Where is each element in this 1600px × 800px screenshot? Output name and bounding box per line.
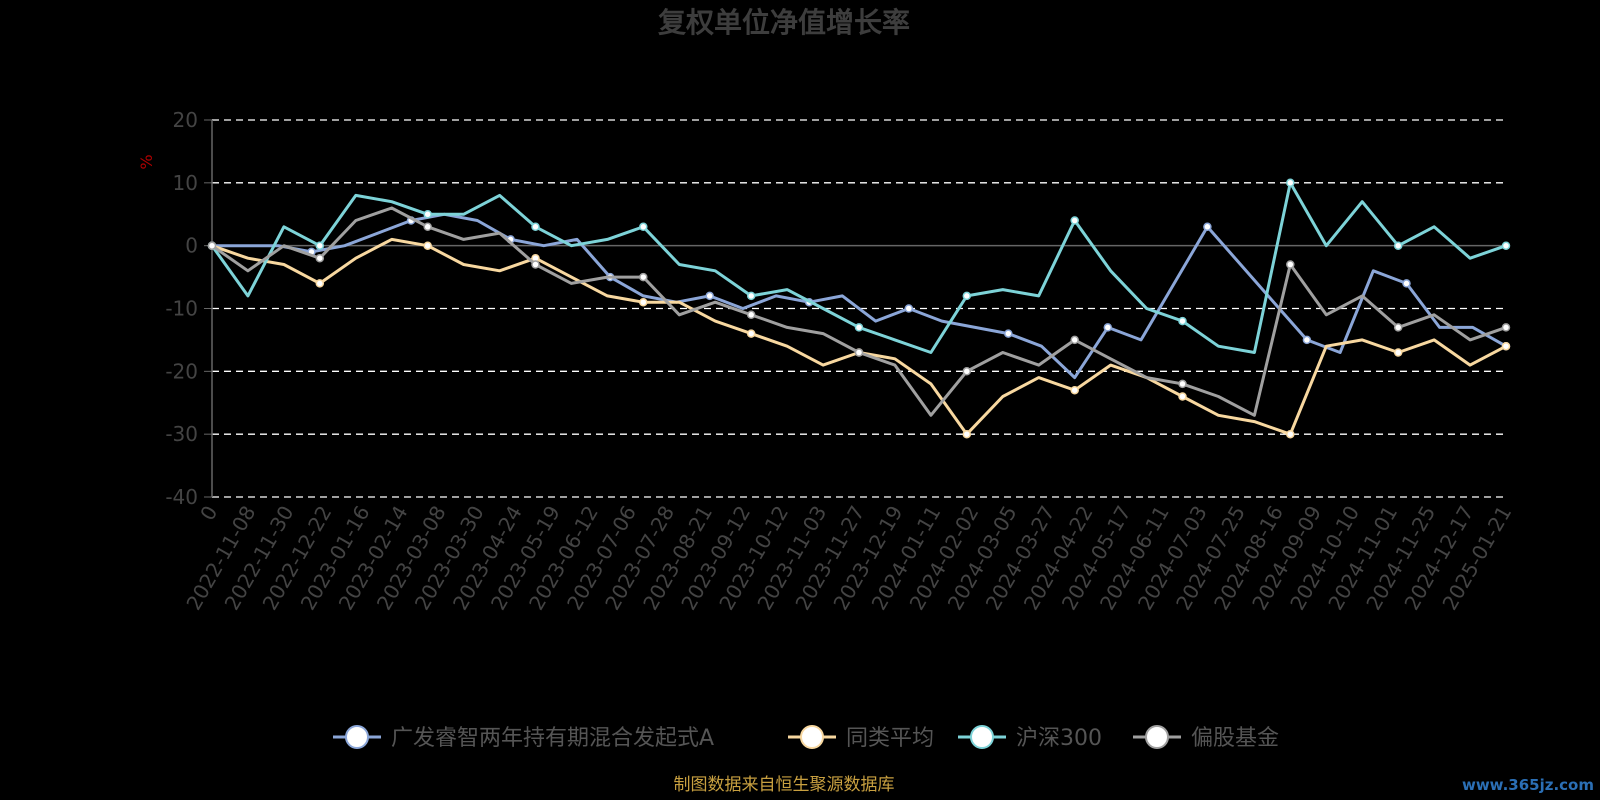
series-point <box>962 429 972 439</box>
series-point <box>1004 329 1013 338</box>
series-line <box>211 237 1507 436</box>
series-point <box>207 241 217 250</box>
legend-item-2[interactable]: 沪深300 <box>958 725 1102 751</box>
legend-item-1[interactable]: 同类平均 <box>788 725 934 751</box>
series-point <box>315 253 325 263</box>
series-point <box>746 291 756 301</box>
series-point <box>639 297 648 307</box>
y-tick-label: -10 <box>165 297 198 321</box>
data-source-note: 制图数据来自恒生聚源数据库 <box>674 775 895 795</box>
series-point <box>1501 341 1511 351</box>
y-tick-label: -20 <box>165 359 198 383</box>
series-point <box>1302 335 1312 345</box>
series-1 <box>207 237 1511 439</box>
legend-label: 同类平均 <box>846 726 934 751</box>
series-point <box>1070 335 1079 345</box>
legend-label: 偏股基金 <box>1191 726 1279 751</box>
legend[interactable]: 广发睿智两年持有期混合发起式A 同类平均 沪深300 偏股基金 <box>333 725 1279 751</box>
legend-marker <box>970 725 994 749</box>
series-point <box>1178 379 1187 389</box>
series-point <box>423 210 432 219</box>
series-point <box>1393 241 1403 250</box>
chart-title: 复权单位净值增长率 <box>658 6 910 39</box>
watermark: www.365jz.com <box>1462 776 1594 794</box>
series-point <box>746 329 756 338</box>
series-point <box>1501 323 1511 332</box>
series-point <box>639 272 648 282</box>
series-point <box>315 279 325 288</box>
series-point <box>1501 241 1511 250</box>
axes: 20100-10-20-30-4002022-11-082022-11-3020… <box>165 108 1516 614</box>
series-point <box>962 291 972 301</box>
series-0 <box>207 212 1511 380</box>
x-tick-label: 0 <box>195 502 222 525</box>
legend-item-0[interactable]: 广发睿智两年持有期混合发起式A <box>333 725 714 751</box>
series-point <box>423 222 432 232</box>
series-point <box>531 222 540 232</box>
legend-label: 沪深300 <box>1016 726 1102 751</box>
legend-marker <box>345 725 369 749</box>
y-tick-label: -30 <box>165 422 198 446</box>
series-point <box>1393 323 1403 332</box>
series-point <box>1070 385 1079 395</box>
series-point <box>904 304 914 313</box>
series-point <box>1178 316 1187 326</box>
series-2 <box>207 178 1511 354</box>
legend-label: 广发睿智两年持有期混合发起式A <box>391 726 714 751</box>
series-point <box>854 323 864 332</box>
series-point <box>854 348 864 357</box>
series-point <box>1178 392 1187 401</box>
series-point <box>705 291 714 301</box>
y-tick-label: 10 <box>173 171 198 195</box>
series-point <box>531 260 540 269</box>
series-point <box>1393 348 1403 357</box>
y-tick-label: 20 <box>173 108 198 132</box>
series-point <box>962 367 972 376</box>
series-point <box>1286 178 1295 188</box>
series-3 <box>207 206 1511 417</box>
series-point <box>1286 429 1295 439</box>
series-point <box>1103 323 1113 332</box>
legend-marker <box>800 725 824 749</box>
series-point <box>315 241 325 250</box>
y-tick-label: -40 <box>165 485 198 509</box>
series-point <box>746 310 756 320</box>
series-point <box>1402 279 1411 288</box>
series-point <box>1203 222 1212 232</box>
y-axis-unit: % <box>137 154 156 169</box>
series-point <box>639 222 648 232</box>
series-point <box>1070 216 1079 225</box>
legend-marker <box>1145 725 1169 749</box>
series-point <box>1286 260 1295 269</box>
legend-item-3[interactable]: 偏股基金 <box>1133 725 1279 751</box>
series-lines <box>207 178 1511 439</box>
y-tick-label: 0 <box>185 234 198 258</box>
series-point <box>423 241 432 250</box>
